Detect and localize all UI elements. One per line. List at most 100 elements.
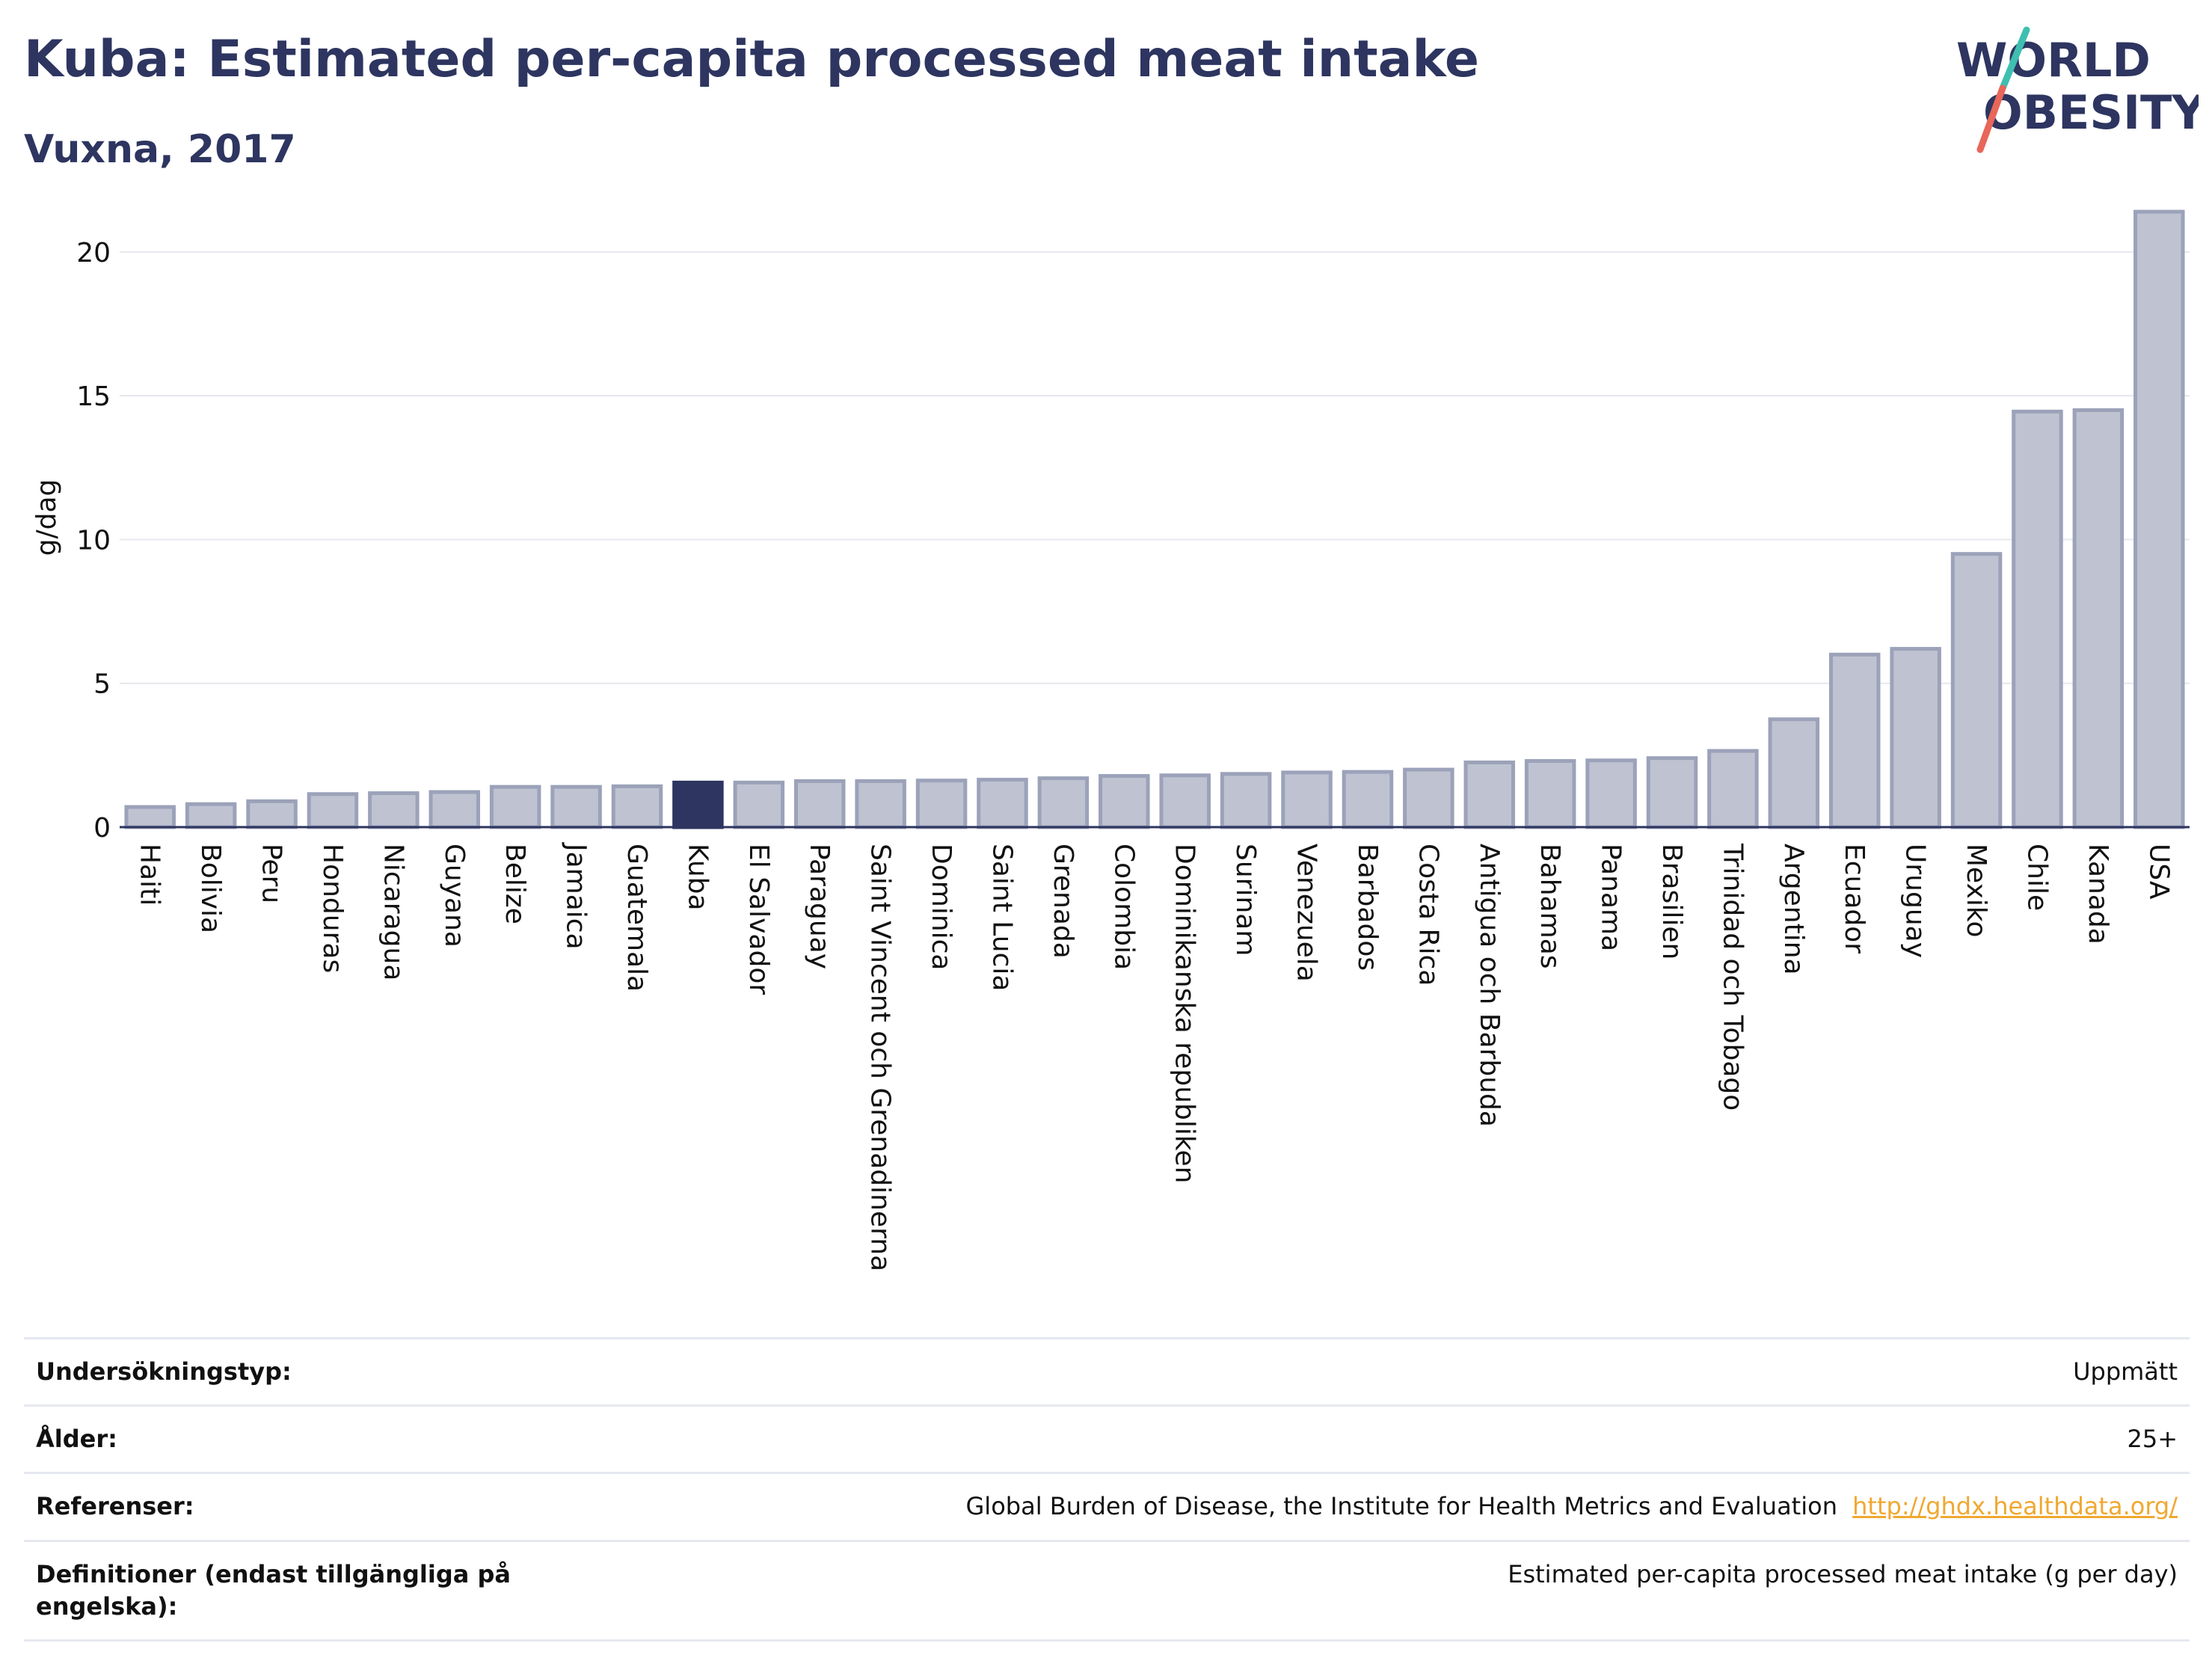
y-axis-label: g/dag <box>31 479 62 556</box>
bar <box>2133 209 2185 829</box>
x-tick-label: USA <box>2143 844 2174 900</box>
x-tick-label: Dominica <box>926 844 956 971</box>
world-obesity-logo: WORLD OBESITY <box>1956 26 2199 153</box>
info-value: Estimated per-capita processed meat inta… <box>1508 1559 2178 1588</box>
y-tick-label: 20 <box>76 238 111 268</box>
x-tick-label: Kanada <box>2083 844 2113 945</box>
info-value: Uppmätt <box>2073 1357 2178 1386</box>
bars <box>124 209 2185 829</box>
logo-line-2: OBESITY <box>1983 85 2199 140</box>
bar <box>368 791 420 829</box>
bar <box>611 784 663 829</box>
info-row-survey-type: Undersökningstyp: Uppmätt <box>24 1337 2190 1404</box>
bar <box>1403 767 1454 829</box>
y-tick-label: 0 <box>93 813 111 844</box>
info-value: 25+ <box>2127 1425 2178 1454</box>
y-tick-label: 15 <box>76 381 111 412</box>
bar <box>1159 773 1211 829</box>
x-tick-label: Jamaica <box>561 842 592 950</box>
info-label: Referenser: <box>36 1492 194 1521</box>
x-tick-label: Mexiko <box>1961 844 1991 937</box>
info-row-definitions: Definitioner (endast tillgängliga på eng… <box>24 1539 2190 1642</box>
x-tick-label: Brasilien <box>1656 844 1687 959</box>
info-value-wrap: Global Burden of Disease, the Institute … <box>966 1490 2178 1523</box>
bar <box>672 780 724 829</box>
bar <box>915 779 968 829</box>
bar <box>1585 758 1637 829</box>
bar <box>124 805 176 829</box>
bar <box>428 790 481 829</box>
bar <box>307 792 359 829</box>
x-tick-label: Barbados <box>1352 844 1383 971</box>
y-tick-label: 5 <box>93 669 111 700</box>
x-tick-label: Belize <box>500 844 530 924</box>
info-value: Global Burden of Disease, the Institute … <box>965 1492 1837 1521</box>
bar-chart: 0 5 10 15 20 Haiti Bolivia Peru Honduras Nicarag… <box>31 209 2190 1271</box>
x-tick-label: Trinidad och Tobago <box>1717 843 1748 1111</box>
bar <box>1524 759 1576 829</box>
bar <box>1342 770 1394 829</box>
bar <box>1463 760 1516 829</box>
bar <box>550 784 602 829</box>
x-tick-label: Peru <box>256 844 287 903</box>
bar <box>733 780 785 829</box>
x-tick-label: Saint Lucia <box>986 844 1017 991</box>
bar <box>977 778 1028 829</box>
x-axis-labels: Haiti Bolivia Peru Honduras Nicaragua Guyana B… <box>135 842 2175 1271</box>
x-tick-label: Nicaragua <box>378 844 408 980</box>
x-tick-label: El Salvador <box>743 844 774 995</box>
bar <box>1220 772 1272 829</box>
x-tick-label: Dominikanska republiken <box>1170 844 1200 1183</box>
bar <box>2072 408 2125 829</box>
info-label: Ålder: <box>36 1425 117 1454</box>
x-tick-label: Argentina <box>1778 844 1809 975</box>
chart-title: Kuba: Estimated per-capita processed mea… <box>24 30 1480 89</box>
bar <box>1950 552 2003 829</box>
bar <box>1099 774 1150 829</box>
x-tick-label: Saint Vincent och Grenadinerna <box>865 844 896 1271</box>
x-tick-label: Panama <box>1596 844 1626 951</box>
x-tick-label: Haiti <box>135 844 165 906</box>
x-tick-label: Uruguay <box>1900 844 1931 958</box>
x-tick-label: Grenada <box>1048 844 1078 959</box>
reference-link[interactable]: http://ghdx.healthdata.org/ <box>1852 1492 2178 1521</box>
x-tick-label: Antigua och Barbuda <box>1474 844 1505 1127</box>
bar <box>1707 749 1759 829</box>
chart-subtitle: Vuxna, 2017 <box>24 127 296 172</box>
info-row-age: Ålder: 25+ <box>24 1404 2190 1472</box>
y-axis: 0 5 10 15 20 <box>76 238 111 844</box>
info-table: Undersökningstyp: Uppmätt Ålder: 25+ Ref… <box>24 1337 2190 1642</box>
logo-slash-teal <box>1999 26 2030 92</box>
logo-slash-red <box>1976 85 2006 153</box>
bar <box>793 779 846 829</box>
bar <box>246 799 298 829</box>
x-tick-label: Bolivia <box>195 844 226 933</box>
x-tick-label: Ecuador <box>1839 844 1870 954</box>
logo-line-1: WORLD <box>1956 33 2151 87</box>
x-tick-label: Honduras <box>317 844 348 973</box>
bar <box>855 779 906 829</box>
bar <box>1768 717 1820 829</box>
bar <box>1037 776 1090 829</box>
bar <box>489 784 541 829</box>
x-tick-label: Surinam <box>1230 844 1261 956</box>
y-tick-label: 10 <box>76 525 111 556</box>
bar <box>2012 409 2063 829</box>
x-tick-label: Kuba <box>682 844 713 911</box>
bar <box>185 802 237 829</box>
info-row-references: Referenser: Global Burden of Disease, th… <box>24 1472 2190 1539</box>
x-tick-label: Venezuela <box>1291 844 1322 982</box>
info-label: Undersökningstyp: <box>36 1357 292 1386</box>
bar <box>1828 652 1881 829</box>
x-tick-label: Guatemala <box>621 844 652 992</box>
x-tick-label: Colombia <box>1108 844 1139 970</box>
info-label: Definitioner (endast tillgängliga på eng… <box>36 1559 511 1621</box>
x-tick-label: Paraguay <box>804 844 835 969</box>
x-tick-label: Costa Rica <box>1413 844 1443 986</box>
bar <box>1890 647 1941 829</box>
bar <box>1281 770 1333 829</box>
x-tick-label: Bahamas <box>1534 844 1565 969</box>
bar <box>1646 756 1698 829</box>
x-tick-label: Guyana <box>439 844 470 948</box>
x-tick-label: Chile <box>2021 844 2052 911</box>
